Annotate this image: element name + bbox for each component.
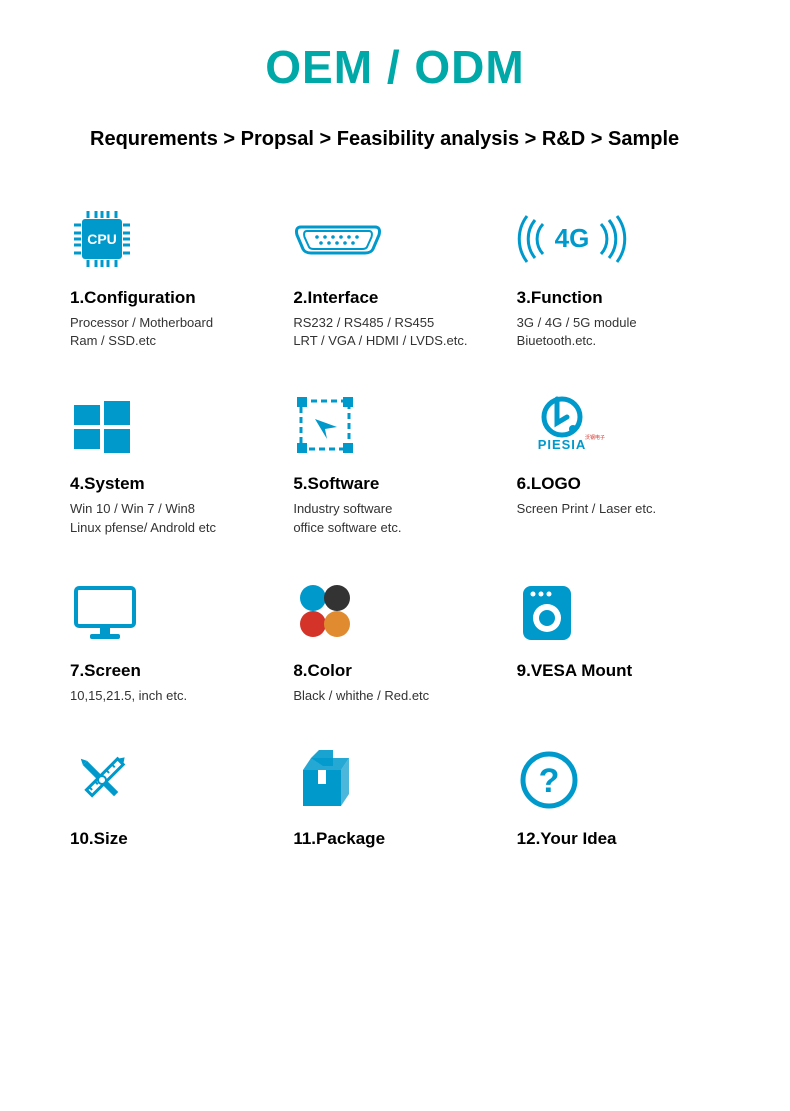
feature-desc: 3G / 4G / 5G module Biuetooth.etc. bbox=[517, 314, 720, 350]
feature-title: 2.Interface bbox=[293, 288, 496, 308]
svg-text:CPU: CPU bbox=[87, 231, 117, 247]
feature-desc: Screen Print / Laser etc. bbox=[517, 500, 720, 518]
feature-card: ? 12.Your Idea bbox=[517, 745, 720, 855]
feature-card: 7.Screen 10,15,21.5, inch etc. bbox=[70, 577, 273, 705]
feature-card: 4G 3.Function 3G / 4G / 5G module Biuetoo… bbox=[517, 204, 720, 350]
feature-title: 4.System bbox=[70, 474, 273, 494]
feature-desc: RS232 / RS485 / RS455 LRT / VGA / HDMI /… bbox=[293, 314, 496, 350]
svg-text:4G: 4G bbox=[554, 223, 589, 253]
software-icon bbox=[293, 390, 496, 460]
vesa-icon bbox=[517, 577, 720, 647]
feature-title: 5.Software bbox=[293, 474, 496, 494]
port-icon bbox=[293, 204, 496, 274]
size-icon bbox=[70, 745, 273, 815]
feature-title: 6.LOGO bbox=[517, 474, 720, 494]
page-title: OEM / ODM bbox=[0, 40, 790, 94]
feature-card: 4.System Win 10 / Win 7 / Win8 Linux pfen… bbox=[70, 390, 273, 536]
feature-title: 3.Function bbox=[517, 288, 720, 308]
feature-card: CPU bbox=[70, 204, 273, 350]
cpu-icon: CPU bbox=[70, 204, 273, 274]
feature-card: 8.Color Black / whithe / Red.etc bbox=[293, 577, 496, 705]
feature-title: 7.Screen bbox=[70, 661, 273, 681]
logo-icon: PIESIA 沃钢电子 bbox=[517, 390, 720, 460]
4g-icon: 4G bbox=[517, 204, 720, 274]
header: OEM / ODM bbox=[0, 0, 790, 114]
feature-card: 2.Interface RS232 / RS485 / RS455 LRT / V… bbox=[293, 204, 496, 350]
color-icon bbox=[293, 577, 496, 647]
feature-title: 8.Color bbox=[293, 661, 496, 681]
feature-card: 10.Size bbox=[70, 745, 273, 855]
feature-title: 12.Your Idea bbox=[517, 829, 720, 849]
screen-icon bbox=[70, 577, 273, 647]
feature-card: 11.Package bbox=[293, 745, 496, 855]
svg-text:沃钢电子: 沃钢电子 bbox=[585, 434, 605, 441]
feature-desc: Black / whithe / Red.etc bbox=[293, 687, 496, 705]
breadcrumb: Requrements > Propsal > Feasibility anal… bbox=[0, 114, 790, 184]
feature-desc: Processor / Motherboard Ram / SSD.etc bbox=[70, 314, 273, 350]
feature-title: 11.Package bbox=[293, 829, 496, 849]
feature-card: 5.Software Industry software office softw… bbox=[293, 390, 496, 536]
feature-desc: Win 10 / Win 7 / Win8 Linux pfense/ Andr… bbox=[70, 500, 273, 536]
feature-desc: Industry software office software etc. bbox=[293, 500, 496, 536]
feature-card: 9.VESA Mount bbox=[517, 577, 720, 705]
feature-desc: 10,15,21.5, inch etc. bbox=[70, 687, 273, 705]
feature-title: 9.VESA Mount bbox=[517, 661, 720, 681]
feature-title: 1.Configuration bbox=[70, 288, 273, 308]
feature-grid: CPU bbox=[0, 184, 790, 855]
package-icon bbox=[293, 745, 496, 815]
feature-title: 10.Size bbox=[70, 829, 273, 849]
svg-text:PIESIA: PIESIA bbox=[537, 437, 586, 452]
feature-card: PIESIA 沃钢电子 6.LOGO Screen Print / Laser e… bbox=[517, 390, 720, 536]
svg-text:?: ? bbox=[538, 762, 559, 800]
windows-icon bbox=[70, 390, 273, 460]
idea-icon: ? bbox=[517, 745, 720, 815]
